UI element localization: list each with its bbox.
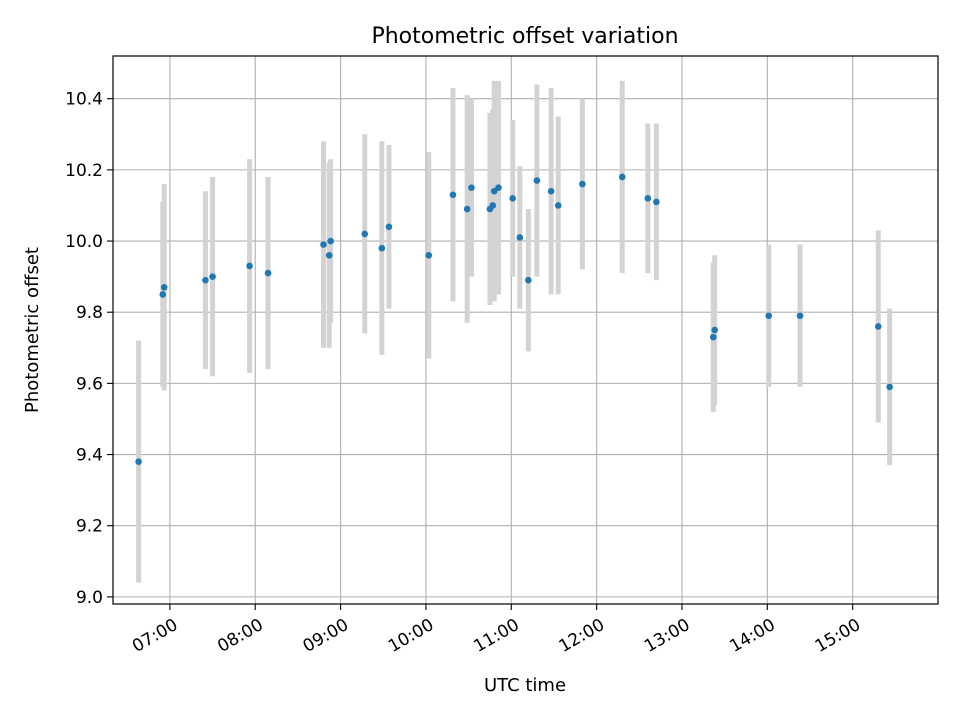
- data-point: [135, 458, 142, 465]
- data-point: [618, 173, 626, 181]
- data-point: [711, 326, 718, 334]
- data-point: [886, 383, 893, 391]
- data-points: [135, 173, 893, 465]
- data-point: [320, 241, 327, 248]
- y-tick-label: 9.0: [76, 588, 103, 608]
- data-point: [489, 202, 497, 209]
- data-point: [796, 312, 804, 320]
- data-point: [327, 237, 334, 245]
- y-axis-ticks: 9.0 9.2 9.4 9.6 9.8 10.0 10.2 10.4: [65, 90, 113, 608]
- data-point: [202, 276, 209, 284]
- y-tick-label: 10.4: [65, 90, 103, 110]
- data-point: [325, 251, 333, 259]
- data-point: [264, 269, 272, 277]
- data-point: [525, 276, 532, 284]
- data-point: [765, 312, 773, 320]
- y-tick-label: 9.4: [76, 446, 103, 466]
- y-tick-label: 10.2: [65, 161, 103, 181]
- data-point: [159, 291, 167, 298]
- data-point: [509, 195, 516, 202]
- data-point: [874, 323, 882, 330]
- data-point: [385, 223, 393, 231]
- data-point: [547, 187, 555, 195]
- data-point: [653, 198, 660, 206]
- data-point: [579, 180, 586, 188]
- data-point: [495, 184, 502, 191]
- data-point: [709, 333, 717, 341]
- data-point: [468, 184, 475, 191]
- data-point: [516, 234, 524, 241]
- data-point: [644, 195, 652, 202]
- y-tick-label: 9.8: [76, 303, 103, 323]
- y-tick-label: 10.0: [65, 232, 103, 252]
- data-point: [246, 262, 253, 270]
- data-point: [463, 205, 471, 213]
- y-axis-label: Photometric offset: [22, 247, 43, 413]
- y-tick-label: 9.2: [76, 517, 103, 537]
- data-point: [533, 177, 541, 184]
- data-point: [361, 230, 369, 238]
- y-tick-label: 9.6: [76, 374, 103, 394]
- data-point: [209, 273, 216, 280]
- chart-title: Photometric offset variation: [371, 24, 678, 49]
- plot-frame: [112, 55, 939, 605]
- data-point: [425, 251, 433, 259]
- data-point: [449, 191, 457, 199]
- data-point: [160, 283, 168, 291]
- data-point: [378, 244, 386, 252]
- x-axis-label: UTC time: [484, 675, 566, 696]
- data-point: [554, 202, 562, 209]
